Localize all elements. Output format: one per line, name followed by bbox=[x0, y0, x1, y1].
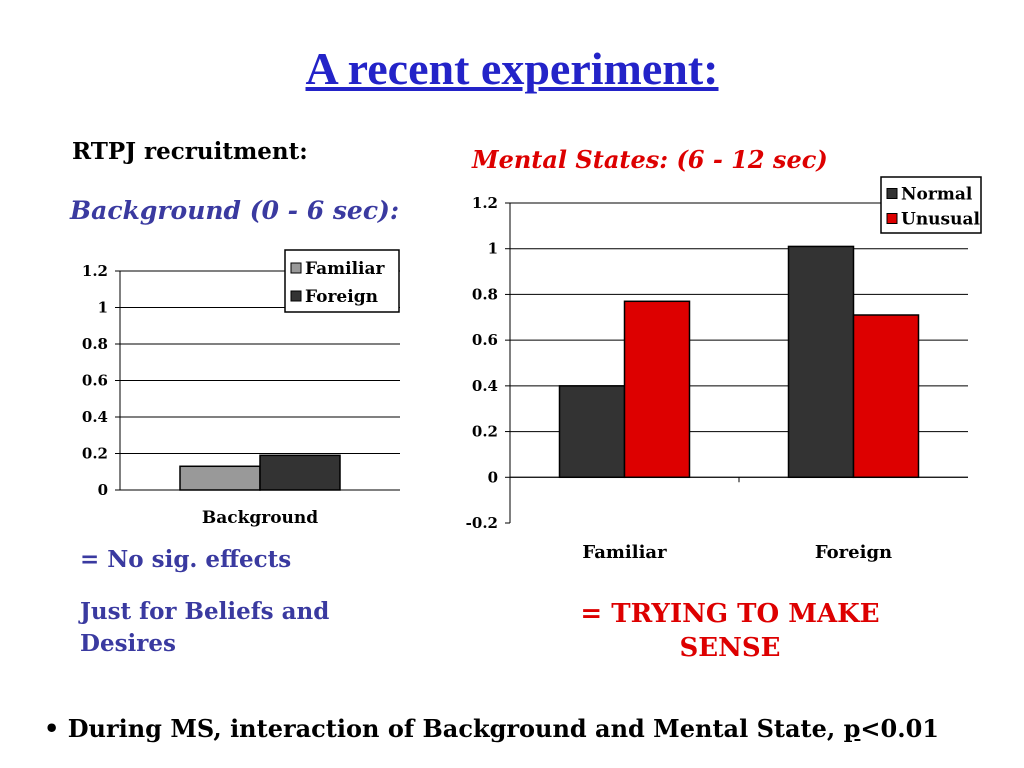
ms-chart-bar-normal-familiar bbox=[558, 385, 626, 479]
ms-chart-y-tick-label: 1.2 bbox=[472, 194, 498, 212]
bg-chart-y-tick-label: 1 bbox=[98, 299, 108, 317]
bg-chart-legend-swatch-foreign bbox=[290, 290, 302, 302]
slide-title: A recent experiment: bbox=[305, 43, 719, 94]
bg-chart-legend-box bbox=[284, 249, 400, 313]
footer-statement: • During MS, interaction of Background a… bbox=[44, 714, 939, 743]
ms-chart-category-label: Familiar bbox=[582, 542, 667, 563]
ms-chart-bar-unusual-familiar bbox=[623, 300, 691, 479]
bg-chart-y-tick-label: 0.8 bbox=[82, 335, 108, 353]
bg-chart-y-tick-label: 1.2 bbox=[82, 262, 108, 280]
ms-chart-legend-label-unusual: Unusual bbox=[901, 210, 980, 230]
ms-chart-bar-unusual-foreign bbox=[852, 314, 920, 479]
bg-chart-category-label: Background bbox=[202, 508, 318, 528]
beliefs-desires-text: Just for Beliefs and Desires bbox=[80, 598, 330, 658]
footer-p-value-symbol: p bbox=[843, 714, 861, 743]
mental-states-heading: Mental States: (6 - 12 sec) bbox=[472, 145, 828, 174]
ms-chart-y-tick-label: -0.2 bbox=[466, 514, 498, 532]
no-sig-effects-text: = No sig. effects bbox=[80, 546, 292, 573]
ms-chart-y-tick-label: 0.8 bbox=[472, 285, 498, 303]
ms-chart-y-tick-label: 0.2 bbox=[472, 423, 498, 441]
bg-chart-bar-foreign-background bbox=[259, 454, 341, 491]
bg-chart-y-tick-label: 0 bbox=[98, 481, 108, 499]
bg-chart-legend-label-familiar: Familiar bbox=[305, 259, 386, 279]
ms-chart-y-tick-label: 0.4 bbox=[472, 377, 498, 395]
bg-chart-y-tick-label: 0.6 bbox=[82, 372, 108, 390]
ms-chart-legend-swatch-normal bbox=[886, 188, 898, 199]
bg-chart-legend-label-foreign: Foreign bbox=[305, 287, 378, 307]
bg-chart-y-tick-label: 0.2 bbox=[82, 445, 108, 463]
ms-chart-category-label: Foreign bbox=[815, 542, 892, 563]
footer-bullet: • bbox=[44, 714, 60, 743]
rtpj-label: RTPJ recruitment: bbox=[72, 138, 308, 165]
ms-chart-legend-box bbox=[880, 176, 982, 234]
background-heading: Background (0 - 6 sec): bbox=[70, 196, 400, 225]
bg-chart-bar-familiar-background bbox=[179, 465, 261, 491]
ms-chart-legend-label-normal: Normal bbox=[901, 185, 973, 205]
ms-chart-legend-swatch-unusual bbox=[886, 213, 898, 224]
ms-chart-bar-normal-foreign bbox=[787, 245, 855, 479]
trying-to-make-sense-text: = TRYING TO MAKE SENSE bbox=[580, 599, 880, 663]
bg-chart-y-tick-label: 0.4 bbox=[82, 408, 108, 426]
ms-chart-y-tick-label: 0 bbox=[488, 468, 498, 486]
footer-main-text: During MS, interaction of Background and… bbox=[67, 714, 836, 743]
bg-chart-legend-swatch-familiar bbox=[290, 262, 302, 274]
footer-p-threshold: <0.01 bbox=[860, 714, 939, 743]
ms-chart-y-tick-label: 0.6 bbox=[472, 331, 498, 349]
ms-chart-y-tick-label: 1 bbox=[488, 240, 498, 258]
